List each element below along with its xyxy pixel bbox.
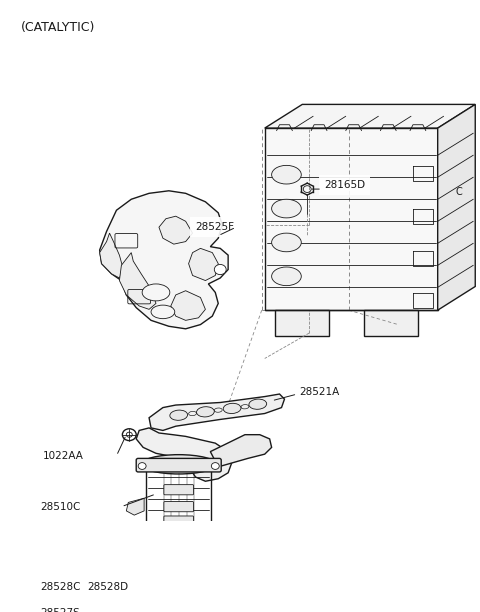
Circle shape xyxy=(138,463,146,469)
Polygon shape xyxy=(189,248,218,280)
FancyBboxPatch shape xyxy=(164,516,193,526)
Ellipse shape xyxy=(170,410,188,420)
Circle shape xyxy=(122,429,136,441)
Circle shape xyxy=(247,549,257,558)
Polygon shape xyxy=(363,310,418,335)
Text: C: C xyxy=(456,187,462,197)
Ellipse shape xyxy=(249,399,267,409)
Ellipse shape xyxy=(196,407,214,417)
Polygon shape xyxy=(120,253,156,309)
Circle shape xyxy=(152,549,162,558)
Circle shape xyxy=(211,463,219,469)
Text: 28165D: 28165D xyxy=(324,180,365,190)
Polygon shape xyxy=(149,549,262,608)
Ellipse shape xyxy=(141,455,216,474)
Polygon shape xyxy=(171,291,205,320)
Text: 28525F: 28525F xyxy=(195,222,235,232)
Ellipse shape xyxy=(272,267,301,286)
Ellipse shape xyxy=(146,526,211,538)
Text: 28510C: 28510C xyxy=(40,502,81,512)
Polygon shape xyxy=(164,538,193,562)
Polygon shape xyxy=(438,105,475,310)
Ellipse shape xyxy=(272,200,301,218)
Ellipse shape xyxy=(188,578,213,588)
Polygon shape xyxy=(100,191,228,329)
Polygon shape xyxy=(100,233,123,278)
Ellipse shape xyxy=(142,284,170,301)
Ellipse shape xyxy=(272,233,301,252)
FancyBboxPatch shape xyxy=(164,502,193,512)
Polygon shape xyxy=(149,394,285,430)
Text: 28521A: 28521A xyxy=(300,387,339,397)
Circle shape xyxy=(214,264,226,275)
Text: 28528D: 28528D xyxy=(87,582,128,592)
Polygon shape xyxy=(136,428,232,481)
Ellipse shape xyxy=(186,567,205,573)
Polygon shape xyxy=(264,128,438,310)
FancyBboxPatch shape xyxy=(136,458,221,472)
Text: 1022AA: 1022AA xyxy=(42,451,83,461)
FancyBboxPatch shape xyxy=(164,485,193,495)
Polygon shape xyxy=(159,216,192,244)
Polygon shape xyxy=(210,435,272,467)
Ellipse shape xyxy=(151,305,175,319)
Text: (CATALYTIC): (CATALYTIC) xyxy=(21,21,95,34)
Text: 28528C: 28528C xyxy=(40,582,81,592)
Polygon shape xyxy=(275,310,329,335)
Ellipse shape xyxy=(223,403,241,414)
Polygon shape xyxy=(171,559,232,591)
Text: 28527S: 28527S xyxy=(40,608,80,612)
Polygon shape xyxy=(264,105,475,128)
Polygon shape xyxy=(126,498,144,515)
Ellipse shape xyxy=(272,165,301,184)
